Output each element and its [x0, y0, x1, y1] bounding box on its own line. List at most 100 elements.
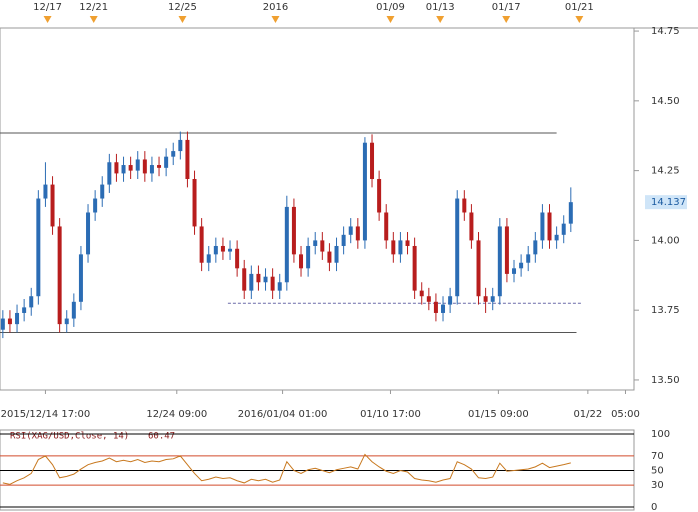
candle-body: [370, 142, 375, 179]
event-label: 01/13: [426, 2, 455, 13]
candle-body: [185, 139, 190, 179]
candle-body: [348, 226, 353, 235]
candle-body: [327, 251, 332, 263]
x-tick-label: 12/24 09:00: [146, 409, 207, 420]
candle-body: [291, 206, 296, 255]
candle-body: [100, 184, 105, 199]
x-tick-label: 01/15 09:00: [468, 409, 529, 420]
candle-body: [235, 248, 240, 269]
rsi-last-value: 60.47: [148, 432, 175, 442]
x-tick-label: 2016/01/04 01:00: [238, 409, 328, 420]
x-tick-label: 01/10 17:00: [360, 409, 421, 420]
x-tick-label: 01/22: [573, 409, 602, 420]
candle-body: [50, 184, 55, 227]
event-marker: [178, 16, 187, 23]
candle-body: [228, 248, 233, 252]
candle-body: [128, 165, 133, 171]
candle-body: [313, 240, 318, 246]
candle-body: [135, 159, 140, 171]
candle-body: [93, 198, 98, 213]
event-marker: [386, 16, 395, 23]
candle-body: [483, 296, 488, 302]
event-marker: [43, 16, 52, 23]
event-label: 12/21: [79, 2, 108, 13]
y-tick-label: 14.25: [651, 166, 680, 177]
rsi-line: [2, 453, 571, 485]
candle-body: [391, 240, 396, 255]
rsi-tick-label: 100: [651, 429, 670, 440]
candle-body: [441, 304, 446, 313]
candle-body: [533, 240, 538, 255]
candle-body: [448, 296, 453, 305]
event-label: 01/21: [565, 2, 594, 13]
candle-body: [71, 301, 76, 319]
candle-body: [306, 245, 311, 269]
candle-body: [355, 226, 360, 241]
candle-body: [554, 234, 559, 241]
event-label: 2016: [263, 2, 288, 13]
candle-body: [36, 198, 41, 297]
candle-body: [114, 162, 119, 174]
candle-body: [299, 254, 304, 269]
candle-body: [384, 212, 389, 241]
candle-body: [490, 296, 495, 302]
y-tick-label: 13.75: [651, 305, 680, 316]
candle-body: [121, 165, 126, 174]
candle-body: [164, 156, 169, 168]
candle-body: [57, 226, 62, 325]
x-tick-label: 05:00: [611, 409, 640, 420]
candle-body: [171, 151, 176, 157]
y-tick-label: 13.50: [651, 375, 680, 386]
candle-body: [426, 296, 431, 302]
last-price-label: 14.137: [651, 197, 686, 208]
candle-body: [476, 240, 481, 297]
rsi-title: RSI(XAG/USD,Close, 14): [10, 432, 129, 442]
candle-body: [377, 178, 382, 213]
candle-body: [412, 245, 417, 291]
y-tick-label: 14.75: [651, 26, 680, 37]
event-marker: [575, 16, 584, 23]
x-tick-label: 2015/12/14 17:00: [1, 409, 91, 420]
candle-body: [29, 296, 34, 308]
candle-body: [540, 212, 545, 241]
event-marker: [502, 16, 511, 23]
candle-body: [568, 202, 573, 224]
candle-body: [504, 226, 509, 274]
candle-body: [433, 301, 438, 313]
event-marker: [436, 16, 445, 23]
candle-body: [405, 240, 410, 246]
candle-body: [469, 212, 474, 241]
candle-body: [157, 165, 162, 168]
candle-body: [43, 184, 48, 199]
y-tick-label: 14.50: [651, 96, 680, 107]
candle-body: [519, 262, 524, 269]
event-marker: [89, 16, 98, 23]
event-label: 12/25: [168, 2, 197, 13]
candle-body: [270, 276, 275, 291]
candle-body: [256, 273, 261, 283]
last-price-box: [645, 195, 687, 210]
candle-body: [22, 307, 27, 313]
candle-body: [341, 234, 346, 246]
rsi-tick-label: 0: [651, 502, 657, 512]
candle-body: [64, 318, 69, 325]
candle-body: [206, 254, 211, 263]
event-marker: [271, 16, 280, 23]
candle-body: [249, 273, 254, 291]
event-label: 01/17: [492, 2, 521, 13]
candle-body: [512, 268, 517, 274]
candle-body: [86, 212, 91, 255]
candle-body: [561, 223, 566, 235]
rsi-tick-label: 70: [651, 451, 664, 462]
candle-body: [192, 178, 197, 227]
candle-body: [15, 312, 20, 325]
candle-body: [320, 240, 325, 252]
candle-body: [142, 159, 147, 174]
candle-body: [220, 245, 225, 252]
candle-body: [547, 212, 552, 241]
candle-body: [419, 290, 424, 297]
candle-body: [149, 165, 154, 174]
candle-body: [455, 198, 460, 297]
candle-body: [78, 254, 83, 302]
